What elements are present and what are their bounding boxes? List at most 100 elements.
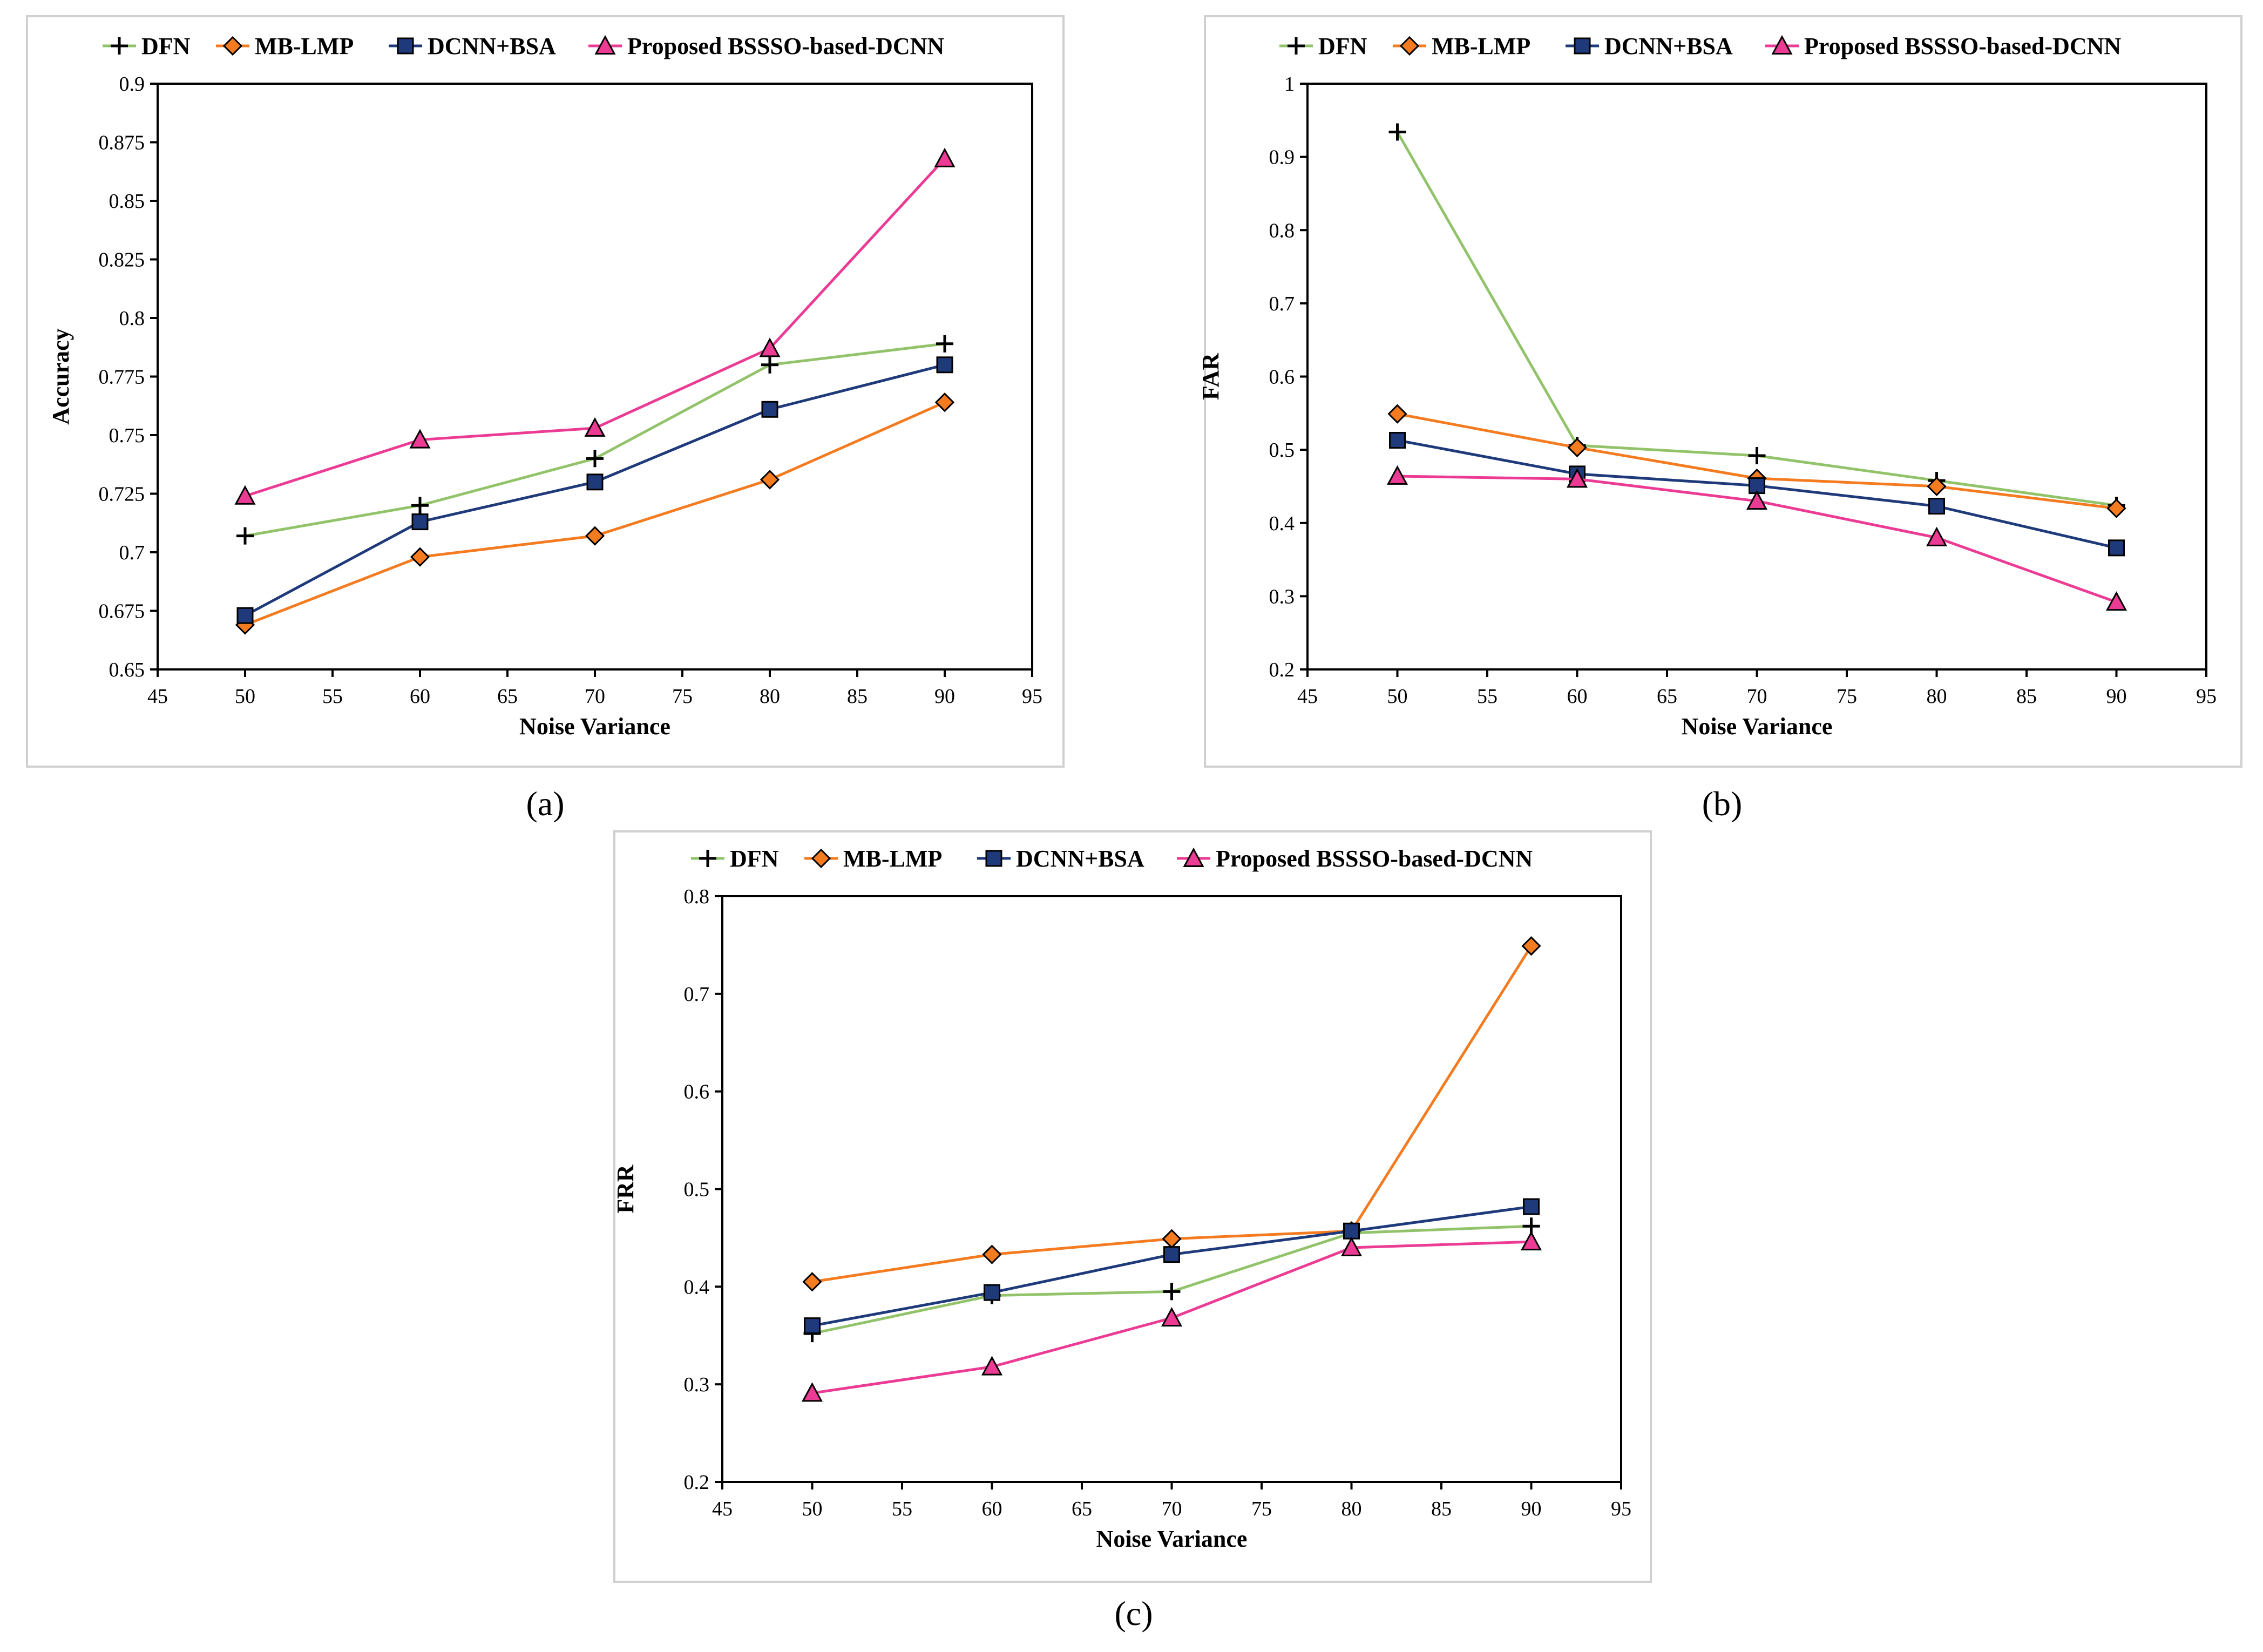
legend-label: Proposed BSSSO-based-DCNN — [1804, 33, 2121, 59]
legend-label: DFN — [730, 845, 779, 872]
y-axis-title: Accuracy — [48, 328, 74, 424]
data-point-proposed-bssso-based-dcnn — [1926, 526, 1948, 546]
y-tick-label: 0.65 — [109, 659, 145, 681]
data-point-dcnn-bsa — [2108, 539, 2125, 557]
data-point-dfn — [1388, 123, 1406, 141]
series-mb-lmp — [235, 392, 955, 635]
x-tick-label: 45 — [1297, 685, 1318, 708]
legend-item-dfn: DFN — [103, 33, 191, 59]
y-axis-title: FRR — [612, 1164, 639, 1214]
y-tick-label: 0.875 — [99, 132, 145, 154]
legend-marker — [397, 37, 414, 55]
data-point-dfn — [1163, 1283, 1181, 1301]
y-tick-label: 0.75 — [109, 424, 145, 447]
y-tick-label: 0.7 — [684, 983, 710, 1006]
x-tick-label: 70 — [1747, 685, 1767, 708]
x-tick-label: 90 — [934, 685, 955, 708]
y-tick-label: 0.5 — [1269, 439, 1295, 462]
y-tick-label: 0.4 — [684, 1276, 710, 1298]
x-tick-label: 80 — [1927, 685, 1947, 708]
data-point-mb-lmp — [1387, 404, 1407, 424]
legend-marker — [1288, 37, 1305, 55]
data-point-proposed-bssso-based-dcnn — [234, 485, 256, 505]
legend-item-proposed-bssso-based-dcnn: Proposed BSSSO-based-DCNN — [1765, 33, 2121, 59]
data-point-mb-lmp — [982, 1244, 1002, 1264]
legend-item-mb-lmp: MB-LMP — [216, 33, 354, 59]
legend-item-dcnn-bsa: DCNN+BSA — [1566, 33, 1733, 59]
panel-label: (b) — [1702, 784, 1743, 823]
data-point-dcnn-bsa — [411, 513, 429, 531]
legend-marker — [985, 850, 1002, 867]
data-point-proposed-bssso-based-dcnn — [1340, 1236, 1363, 1256]
legend-item-proposed-bssso-based-dcnn: Proposed BSSSO-based-DCNN — [1177, 845, 1533, 872]
y-tick-label: 0.825 — [99, 249, 145, 272]
x-tick-label: 90 — [1521, 1498, 1542, 1520]
y-tick-label: 0.8 — [684, 885, 710, 908]
series-proposed-bssso-based-dcnn — [234, 147, 956, 505]
y-tick-label: 0.3 — [1269, 585, 1295, 608]
y-tick-label: 0.3 — [684, 1373, 710, 1396]
legend-label: DFN — [141, 33, 191, 59]
data-point-dcnn-bsa — [1928, 498, 1945, 515]
x-tick-label: 50 — [235, 685, 255, 708]
data-point-proposed-bssso-based-dcnn — [801, 1382, 823, 1402]
y-tick-label: 0.5 — [684, 1179, 710, 1201]
data-point-dcnn-bsa — [1343, 1222, 1360, 1240]
x-tick-label: 75 — [1251, 1498, 1272, 1520]
x-tick-label: 45 — [147, 685, 168, 708]
data-point-dcnn-bsa — [1523, 1198, 1540, 1215]
y-tick-label: 0.4 — [1269, 512, 1295, 535]
x-tick-label: 85 — [847, 685, 868, 708]
chart-panel-0: 0.65 0.675 0.7 0.725 0.75 0.775 0.8 0.825 0.85 0.… — [26, 15, 1065, 823]
data-point-dfn — [236, 527, 254, 545]
data-point-mb-lmp — [2106, 498, 2126, 518]
legend-marker — [111, 37, 128, 55]
legend-marker — [1399, 36, 1420, 56]
plot-area — [721, 895, 1622, 1483]
legend-label: DCNN+BSA — [1016, 845, 1144, 872]
data-point-proposed-bssso-based-dcnn — [1566, 468, 1588, 488]
y-tick-label: 0.9 — [1269, 146, 1295, 169]
y-tick-label: 0.675 — [99, 600, 145, 623]
data-point-mb-lmp — [1927, 476, 1947, 497]
data-point-dcnn-bsa — [586, 473, 604, 491]
legend-label: MB-LMP — [255, 33, 354, 59]
data-point-dfn — [586, 450, 604, 468]
x-tick-label: 85 — [2016, 685, 2037, 708]
plot-area — [157, 83, 1033, 671]
y-tick-label: 0.9 — [119, 73, 145, 96]
legend-label: MB-LMP — [843, 845, 942, 872]
chart-panel-2: 0.2 0.3 0.4 0.5 0.6 0.7 0.8 45 50 55 60 65 70 75 80 85 9… — [612, 830, 1652, 1633]
legend-label: Proposed BSSSO-based-DCNN — [1216, 845, 1533, 872]
y-tick-label: 0.2 — [684, 1471, 710, 1494]
data-point-dcnn-bsa — [804, 1317, 821, 1335]
x-tick-label: 50 — [1387, 685, 1408, 708]
y-tick-label: 0.6 — [1269, 366, 1295, 389]
chart-panel-1: 0.2 0.3 0.4 0.5 0.6 0.7 0.8 0.9 1 45 50 55 60 65 70 75 8… — [1197, 15, 2242, 823]
data-point-dcnn-bsa — [761, 401, 778, 418]
data-point-dfn — [411, 497, 429, 514]
data-point-mb-lmp — [934, 392, 955, 412]
x-tick-label: 55 — [1477, 685, 1498, 708]
x-tick-label: 95 — [1611, 1498, 1631, 1520]
plot-area — [1306, 83, 2207, 671]
y-axis-title: FAR — [1197, 353, 1224, 400]
legend-marker — [811, 848, 831, 869]
data-point-mb-lmp — [1521, 936, 1541, 956]
y-tick-label: 1 — [1284, 73, 1295, 96]
data-point-mb-lmp — [760, 470, 780, 490]
x-tick-label: 60 — [1567, 685, 1588, 708]
data-point-proposed-bssso-based-dcnn — [409, 429, 431, 449]
y-tick-label: 0.7 — [1269, 293, 1295, 315]
x-axis-title: Noise Variance — [1682, 713, 1833, 740]
x-tick-label: 85 — [1431, 1498, 1452, 1520]
y-tick-label: 0.7 — [119, 541, 145, 564]
legend-item-dfn: DFN — [691, 845, 779, 872]
series-dcnn-bsa — [1389, 431, 2125, 557]
data-point-proposed-bssso-based-dcnn — [1386, 465, 1408, 485]
x-tick-label: 80 — [760, 685, 780, 708]
data-point-mb-lmp — [802, 1272, 822, 1292]
x-tick-label: 75 — [1837, 685, 1857, 708]
legend-marker — [1183, 847, 1204, 867]
x-tick-label: 70 — [585, 685, 605, 708]
